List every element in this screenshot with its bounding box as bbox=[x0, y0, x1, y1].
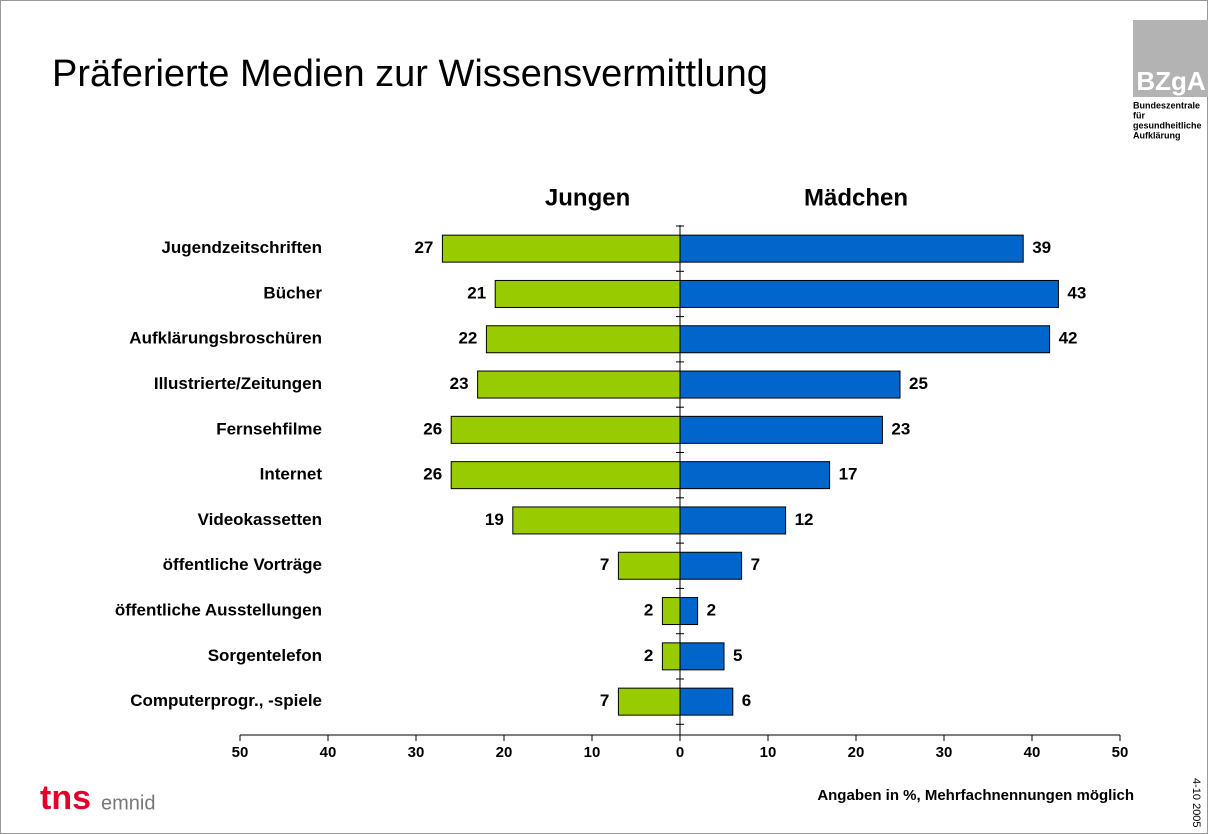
chart-title: Präferierte Medien zur Wissensvermittlun… bbox=[52, 53, 768, 95]
bar bbox=[679, 597, 699, 626]
category-label: Sorgentelefon bbox=[208, 646, 322, 665]
x-tick-label: 10 bbox=[760, 744, 777, 761]
bzga-line: Aufklärung bbox=[1133, 130, 1181, 140]
data-label: 22 bbox=[458, 329, 477, 348]
data-label: 27 bbox=[414, 238, 433, 257]
bar bbox=[679, 279, 1059, 308]
x-tick-label: 40 bbox=[1024, 744, 1041, 761]
bar bbox=[661, 597, 681, 626]
bar bbox=[679, 506, 787, 535]
bar bbox=[617, 687, 681, 716]
category-label: öffentliche Ausstellungen bbox=[115, 601, 322, 620]
data-label: 21 bbox=[467, 283, 486, 302]
category-label: Internet bbox=[260, 465, 323, 484]
category-label: Illustrierte/Zeitungen bbox=[154, 374, 322, 393]
bar bbox=[450, 461, 681, 490]
category-label: Computerprogr., -spiele bbox=[130, 691, 322, 710]
data-label: 26 bbox=[423, 419, 442, 438]
x-tick-label: 40 bbox=[320, 744, 337, 761]
data-label: 25 bbox=[909, 374, 928, 393]
data-label: 23 bbox=[450, 374, 469, 393]
x-tick-label: 30 bbox=[408, 744, 425, 761]
x-tick-label: 30 bbox=[936, 744, 953, 761]
bar bbox=[679, 415, 883, 444]
data-label: 2 bbox=[644, 646, 653, 665]
bar bbox=[679, 642, 725, 671]
tns-logo: tns bbox=[40, 779, 91, 817]
data-label: 7 bbox=[600, 555, 609, 574]
bzga-logo-box bbox=[1133, 20, 1208, 97]
x-tick-label: 10 bbox=[584, 744, 601, 761]
bar bbox=[679, 325, 1051, 354]
x-tick-label: 50 bbox=[232, 744, 249, 761]
bar bbox=[679, 687, 734, 716]
x-tick-label: 50 bbox=[1112, 744, 1129, 761]
bzga-line: Bundeszentrale bbox=[1133, 100, 1200, 110]
bar bbox=[679, 370, 901, 399]
data-label: 7 bbox=[751, 555, 760, 574]
code: 4-10 2005 bbox=[1190, 778, 1202, 828]
data-label: 26 bbox=[423, 465, 442, 484]
data-label: 43 bbox=[1067, 283, 1086, 302]
emnid-logo: emnid bbox=[101, 792, 155, 814]
x-tick-label: 20 bbox=[848, 744, 865, 761]
category-label: öffentliche Vorträge bbox=[163, 555, 322, 574]
data-label: 23 bbox=[891, 419, 910, 438]
data-label: 2 bbox=[707, 601, 716, 620]
data-label: 7 bbox=[600, 691, 609, 710]
x-tick-label: 0 bbox=[676, 744, 684, 761]
bar bbox=[679, 551, 743, 580]
note: Angaben in %, Mehrfachnennungen möglich bbox=[817, 787, 1134, 804]
data-label: 39 bbox=[1032, 238, 1051, 257]
bar bbox=[679, 234, 1024, 263]
category-label: Jugendzeitschriften bbox=[161, 238, 322, 257]
legend-label: Jungen bbox=[545, 184, 630, 211]
legend-label: Mädchen bbox=[804, 184, 908, 211]
bar bbox=[441, 234, 681, 263]
bar bbox=[450, 415, 681, 444]
x-tick-label: 20 bbox=[496, 744, 513, 761]
data-label: 12 bbox=[795, 510, 814, 529]
category-label: Aufklärungsbroschüren bbox=[129, 329, 322, 348]
bar bbox=[617, 551, 681, 580]
bzga-line: gesundheitliche bbox=[1133, 120, 1202, 130]
data-label: 5 bbox=[733, 646, 742, 665]
category-label: Videokassetten bbox=[198, 510, 322, 529]
data-label: 19 bbox=[485, 510, 504, 529]
bzga-line: für bbox=[1133, 110, 1145, 120]
data-label: 42 bbox=[1059, 329, 1078, 348]
category-label: Bücher bbox=[263, 283, 322, 302]
bar bbox=[494, 279, 681, 308]
bar bbox=[679, 461, 831, 490]
bar bbox=[477, 370, 681, 399]
bar bbox=[485, 325, 681, 354]
bar bbox=[661, 642, 681, 671]
data-label: 17 bbox=[839, 465, 858, 484]
bar bbox=[512, 506, 681, 535]
bzga-logo: BZgA bbox=[1136, 66, 1206, 96]
data-label: 2 bbox=[644, 601, 653, 620]
category-label: Fernsehfilme bbox=[216, 419, 322, 438]
data-label: 6 bbox=[742, 691, 751, 710]
